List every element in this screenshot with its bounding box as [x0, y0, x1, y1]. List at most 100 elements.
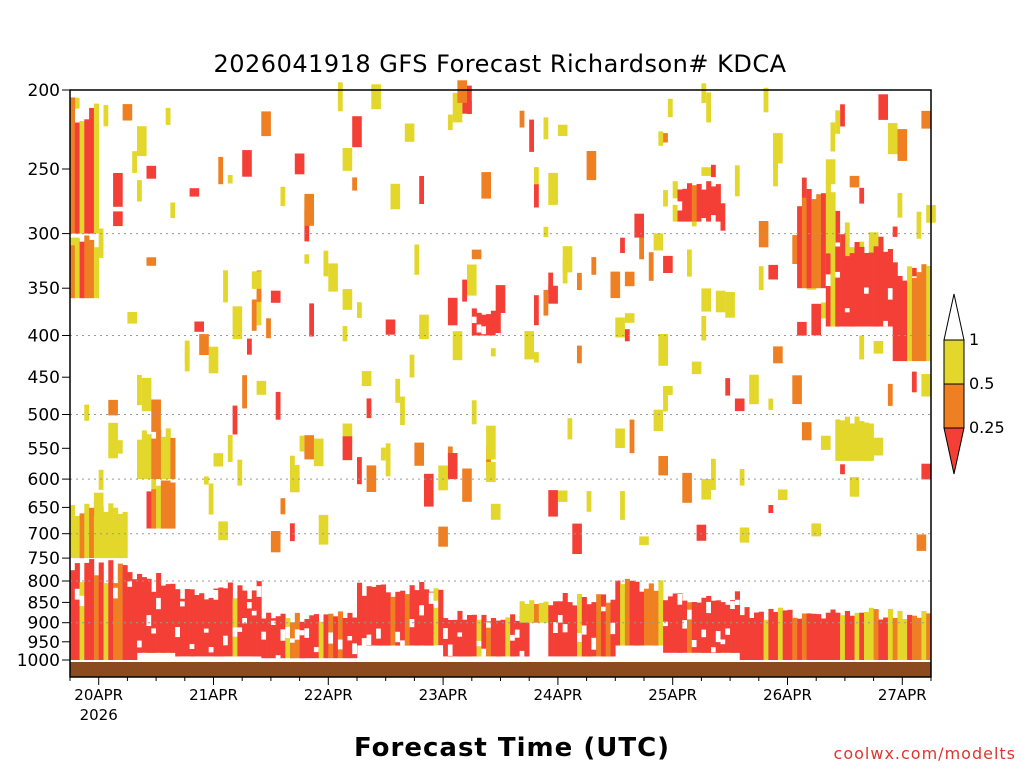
chart-title: 2026041918 GFS Forecast Richardson# KDCA: [213, 50, 787, 78]
ri-region-cell: [117, 513, 123, 559]
x-tick-label: 20APR: [74, 686, 123, 704]
ri-region-cell: [79, 121, 85, 234]
ri-cell: [280, 186, 286, 207]
ri-gap: [146, 615, 152, 626]
ri-cell: [352, 177, 357, 191]
ri-region-cell: [706, 595, 712, 653]
ri-cell: [648, 252, 654, 281]
ri-region-cell: [390, 596, 396, 646]
y-tick-label: 700: [28, 525, 60, 545]
ri-region-cell: [629, 580, 635, 646]
ri-cell: [342, 436, 353, 461]
ri-region-cell: [160, 480, 166, 529]
y-tick-label: 800: [28, 572, 60, 592]
ri-cell: [663, 386, 668, 412]
ri-region-cell: [481, 314, 487, 336]
ri-region-cell: [189, 589, 195, 657]
ri-region-cell: [878, 619, 884, 660]
ri-cell: [290, 464, 300, 493]
ri-cell: [304, 193, 314, 226]
ri-region-cell: [830, 609, 836, 660]
ri-cell: [194, 321, 204, 332]
ri-cell: [911, 267, 917, 277]
ri-cell: [390, 183, 401, 210]
ri-cell: [811, 303, 821, 336]
ri-cell: [873, 437, 884, 456]
ri-gap: [213, 590, 219, 600]
ri-cell: [203, 476, 209, 485]
ri-region-cell: [342, 618, 348, 659]
ri-region-cell: [165, 428, 171, 480]
ri-region-cell: [887, 608, 893, 660]
ri-cell: [577, 345, 582, 364]
ri-cell: [218, 156, 224, 185]
ri-cell: [385, 319, 396, 335]
ri-gap: [887, 288, 893, 300]
ri-region-cell: [141, 430, 147, 479]
ri-region-cell: [835, 419, 841, 461]
ri-gap: [304, 628, 310, 638]
ri-region-cell: [486, 314, 492, 336]
ri-gap: [261, 631, 267, 640]
ri-cell: [419, 314, 429, 340]
ri-region-cell: [844, 256, 850, 327]
ri-region-cell: [902, 280, 908, 362]
ri-gap: [428, 592, 434, 604]
ri-region-cell: [844, 416, 850, 461]
ri-region-cell: [806, 613, 812, 660]
ri-region-cell: [854, 612, 860, 660]
ri-cell: [548, 272, 554, 294]
ri-gap: [553, 622, 558, 633]
ri-gap: [189, 644, 195, 649]
ri-region-cell: [223, 588, 229, 657]
ri-cell: [739, 527, 750, 543]
ri-cell: [615, 317, 625, 338]
ri-cell: [318, 514, 329, 545]
ri-region-cell: [749, 618, 755, 660]
ri-region-cell: [194, 595, 200, 657]
ri-cell: [218, 521, 228, 541]
ri-cell: [921, 463, 931, 480]
ri-region-cell: [160, 585, 166, 653]
ri-region-cell: [691, 185, 697, 222]
ri-region-cell: [313, 614, 319, 659]
ri-cell: [825, 159, 836, 185]
ri-cell: [921, 374, 931, 397]
ri-gap: [677, 593, 683, 605]
ri-cell: [658, 334, 668, 366]
ri-gap: [242, 618, 247, 624]
ri-region-cell: [395, 591, 401, 646]
ri-cell: [137, 375, 142, 406]
ri-cell: [342, 148, 353, 171]
ri-region-cell: [615, 580, 621, 646]
ri-region-cell: [605, 602, 611, 657]
ri-cell: [658, 131, 664, 146]
ri-region-cell: [74, 515, 80, 559]
ri-gap: [457, 632, 463, 637]
ri-region-cell: [180, 598, 186, 657]
ri-region-cell: [156, 429, 162, 480]
ri-region-cell: [137, 439, 143, 479]
ri-cell: [290, 523, 295, 542]
ri-region-cell: [601, 594, 607, 657]
ri-region-cell: [141, 577, 147, 653]
ri-cell: [701, 479, 711, 500]
ri-region-cell: [744, 607, 750, 660]
ri-cell: [304, 435, 314, 460]
ri-region-cell: [333, 616, 339, 659]
ri-region-cell: [84, 235, 90, 299]
ri-cell: [237, 459, 243, 486]
ri-region-cell: [270, 618, 276, 659]
ri-region-cell: [481, 614, 487, 657]
ri-region-cell: [677, 593, 683, 653]
ri-gap: [883, 320, 888, 327]
ri-cell: [409, 354, 415, 378]
ri-cell: [352, 116, 362, 148]
ri-cell: [361, 371, 372, 387]
ri-cell: [165, 107, 171, 125]
ri-cell: [873, 341, 884, 354]
ri-cell: [706, 92, 711, 123]
ri-gap: [74, 588, 80, 600]
ri-cell: [543, 289, 549, 316]
ri-cell: [586, 151, 597, 181]
